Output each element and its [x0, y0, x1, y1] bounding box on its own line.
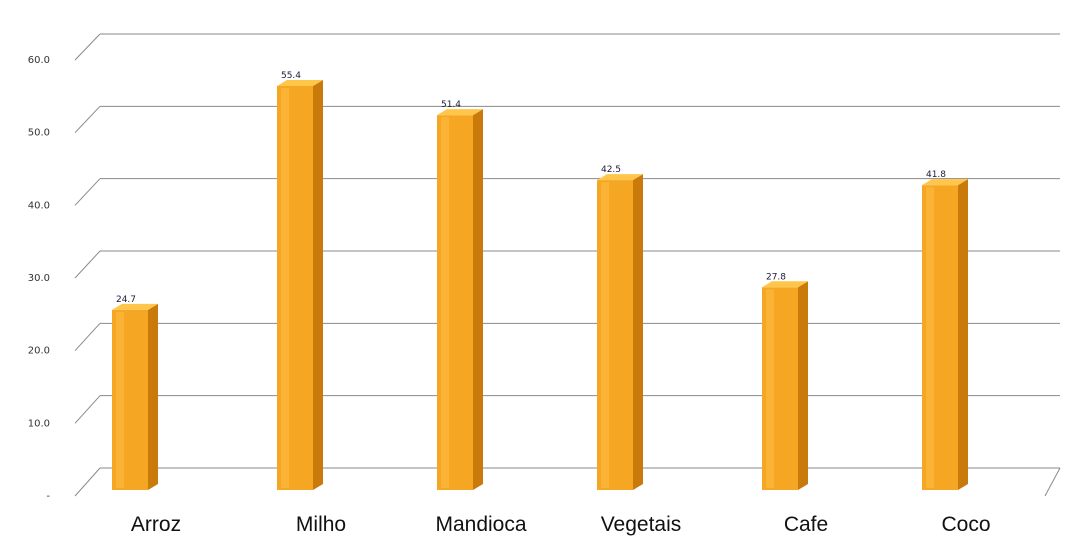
bars — [112, 80, 968, 491]
bar-milho — [277, 80, 323, 490]
data-label: 27.8 — [766, 272, 786, 282]
y-tick-label: 20.0 — [28, 346, 50, 357]
gridline — [74, 33, 1060, 61]
x-tick-label: Milho — [296, 513, 346, 536]
bar-arroz — [112, 303, 158, 490]
y-tick-label: 30.0 — [28, 273, 50, 284]
x-tick-label: Vegetais — [601, 513, 682, 536]
y-tick-label: 10.0 — [28, 418, 50, 429]
bar-coco — [922, 179, 968, 491]
y-axis-ticks: - 10.0 20.0 30.0 40.0 50.0 60.0 — [28, 55, 51, 502]
y-tick-label: 40.0 — [28, 200, 50, 211]
x-tick-label: Cafe — [784, 513, 828, 536]
gridline — [74, 395, 1060, 424]
x-tick-label: Coco — [941, 513, 990, 536]
gridline — [74, 250, 1060, 279]
y-tick-label: - — [46, 491, 50, 502]
data-label: 51.4 — [441, 100, 461, 110]
gridline — [74, 322, 1060, 352]
data-label: 41.8 — [926, 170, 946, 180]
x-axis-categories: Arroz Milho Mandioca Vegetais Cafe Coco — [131, 513, 991, 536]
data-label: 24.7 — [116, 295, 136, 305]
bar-vegetais — [597, 174, 643, 490]
y-tick-label: 50.0 — [28, 128, 50, 139]
gridline — [74, 467, 1061, 497]
data-label: 42.5 — [601, 165, 621, 175]
gridline — [74, 105, 1060, 134]
bar-mandioca — [437, 109, 483, 490]
data-labels: 24.7 55.4 51.4 42.5 27.8 41.8 — [116, 71, 946, 305]
data-label: 55.4 — [281, 71, 301, 81]
y-tick-label: 60.0 — [28, 55, 50, 66]
x-tick-label: Mandioca — [435, 513, 526, 536]
gridline — [74, 178, 1060, 206]
x-tick-label: Arroz — [131, 513, 181, 536]
bar-cafe — [762, 281, 808, 490]
gridlines — [74, 33, 1061, 497]
